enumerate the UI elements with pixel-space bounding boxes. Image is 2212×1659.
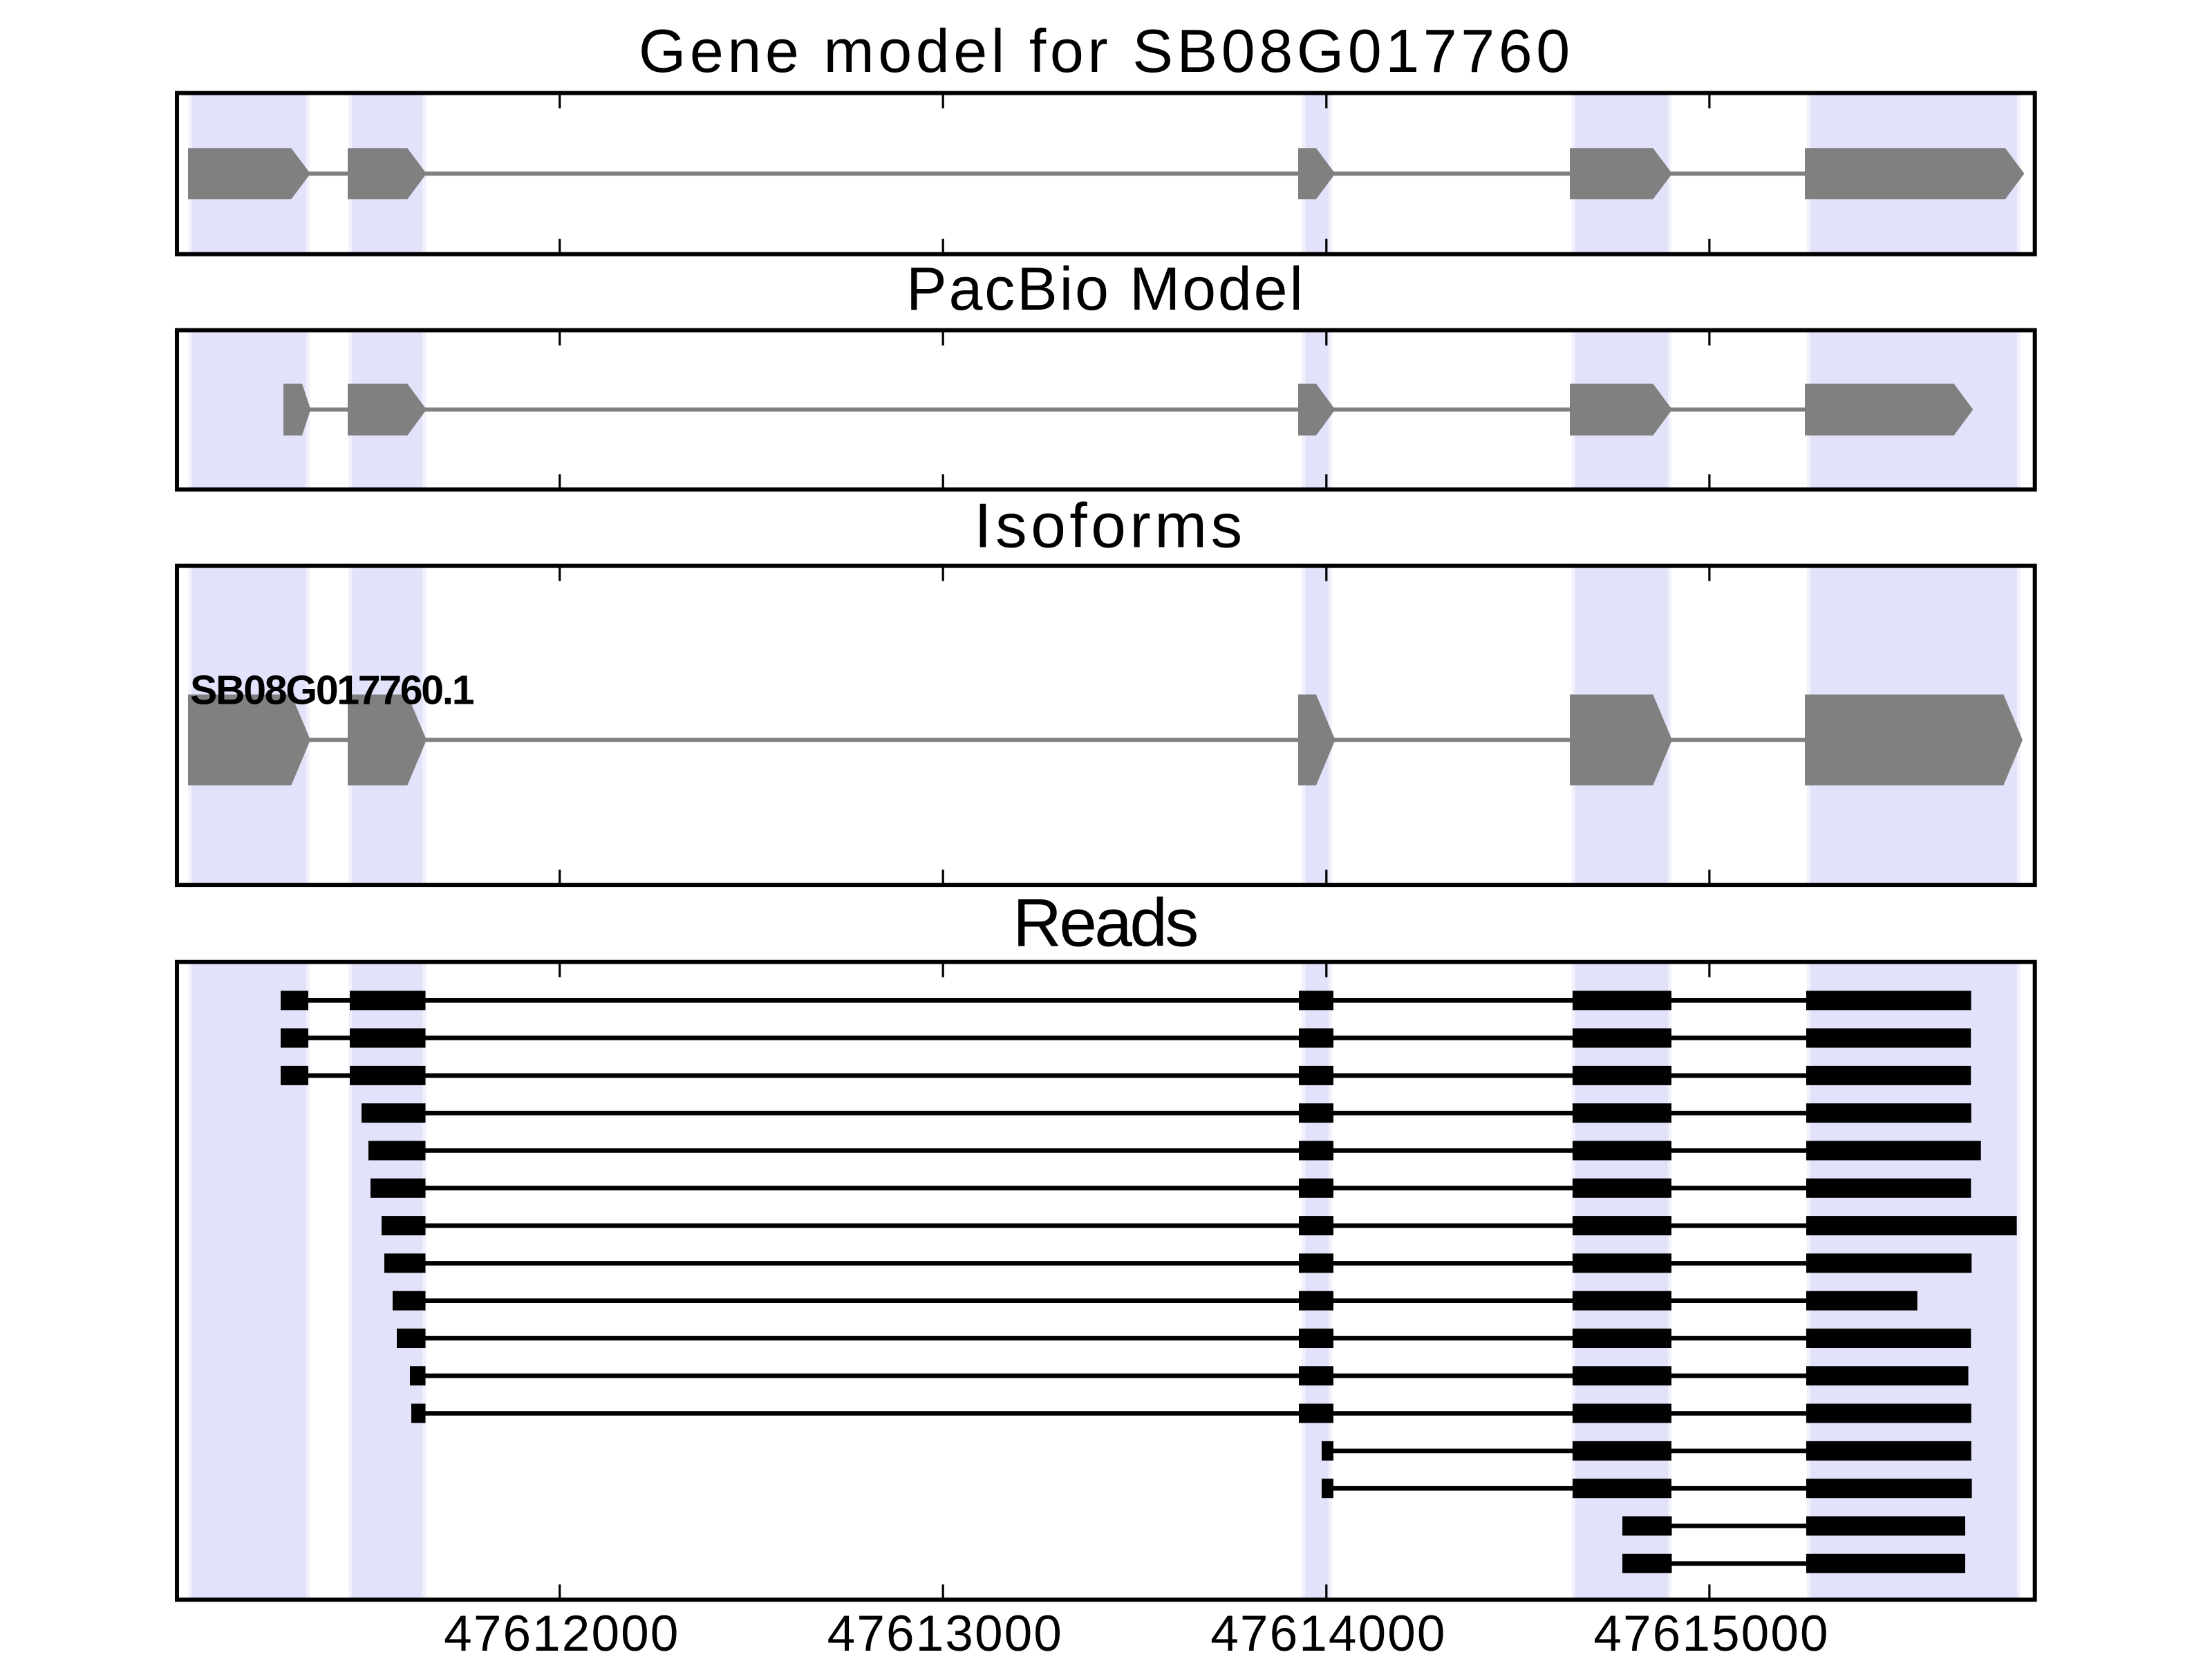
svg-text:PacBio Model: PacBio Model <box>906 254 1305 323</box>
svg-text:Gene model for SB08G017760: Gene model for SB08G017760 <box>639 17 1574 85</box>
svg-text:47612000: 47612000 <box>444 1606 679 1659</box>
svg-text:Isoforms: Isoforms <box>974 491 1246 561</box>
svg-text:Reads: Reads <box>1013 885 1197 961</box>
svg-text:47615000: 47615000 <box>1593 1606 1829 1659</box>
svg-text:47613000: 47613000 <box>827 1606 1063 1659</box>
svg-text:47614000: 47614000 <box>1210 1606 1446 1659</box>
svg-text:SB08G017760.1: SB08G017760.1 <box>190 667 474 713</box>
